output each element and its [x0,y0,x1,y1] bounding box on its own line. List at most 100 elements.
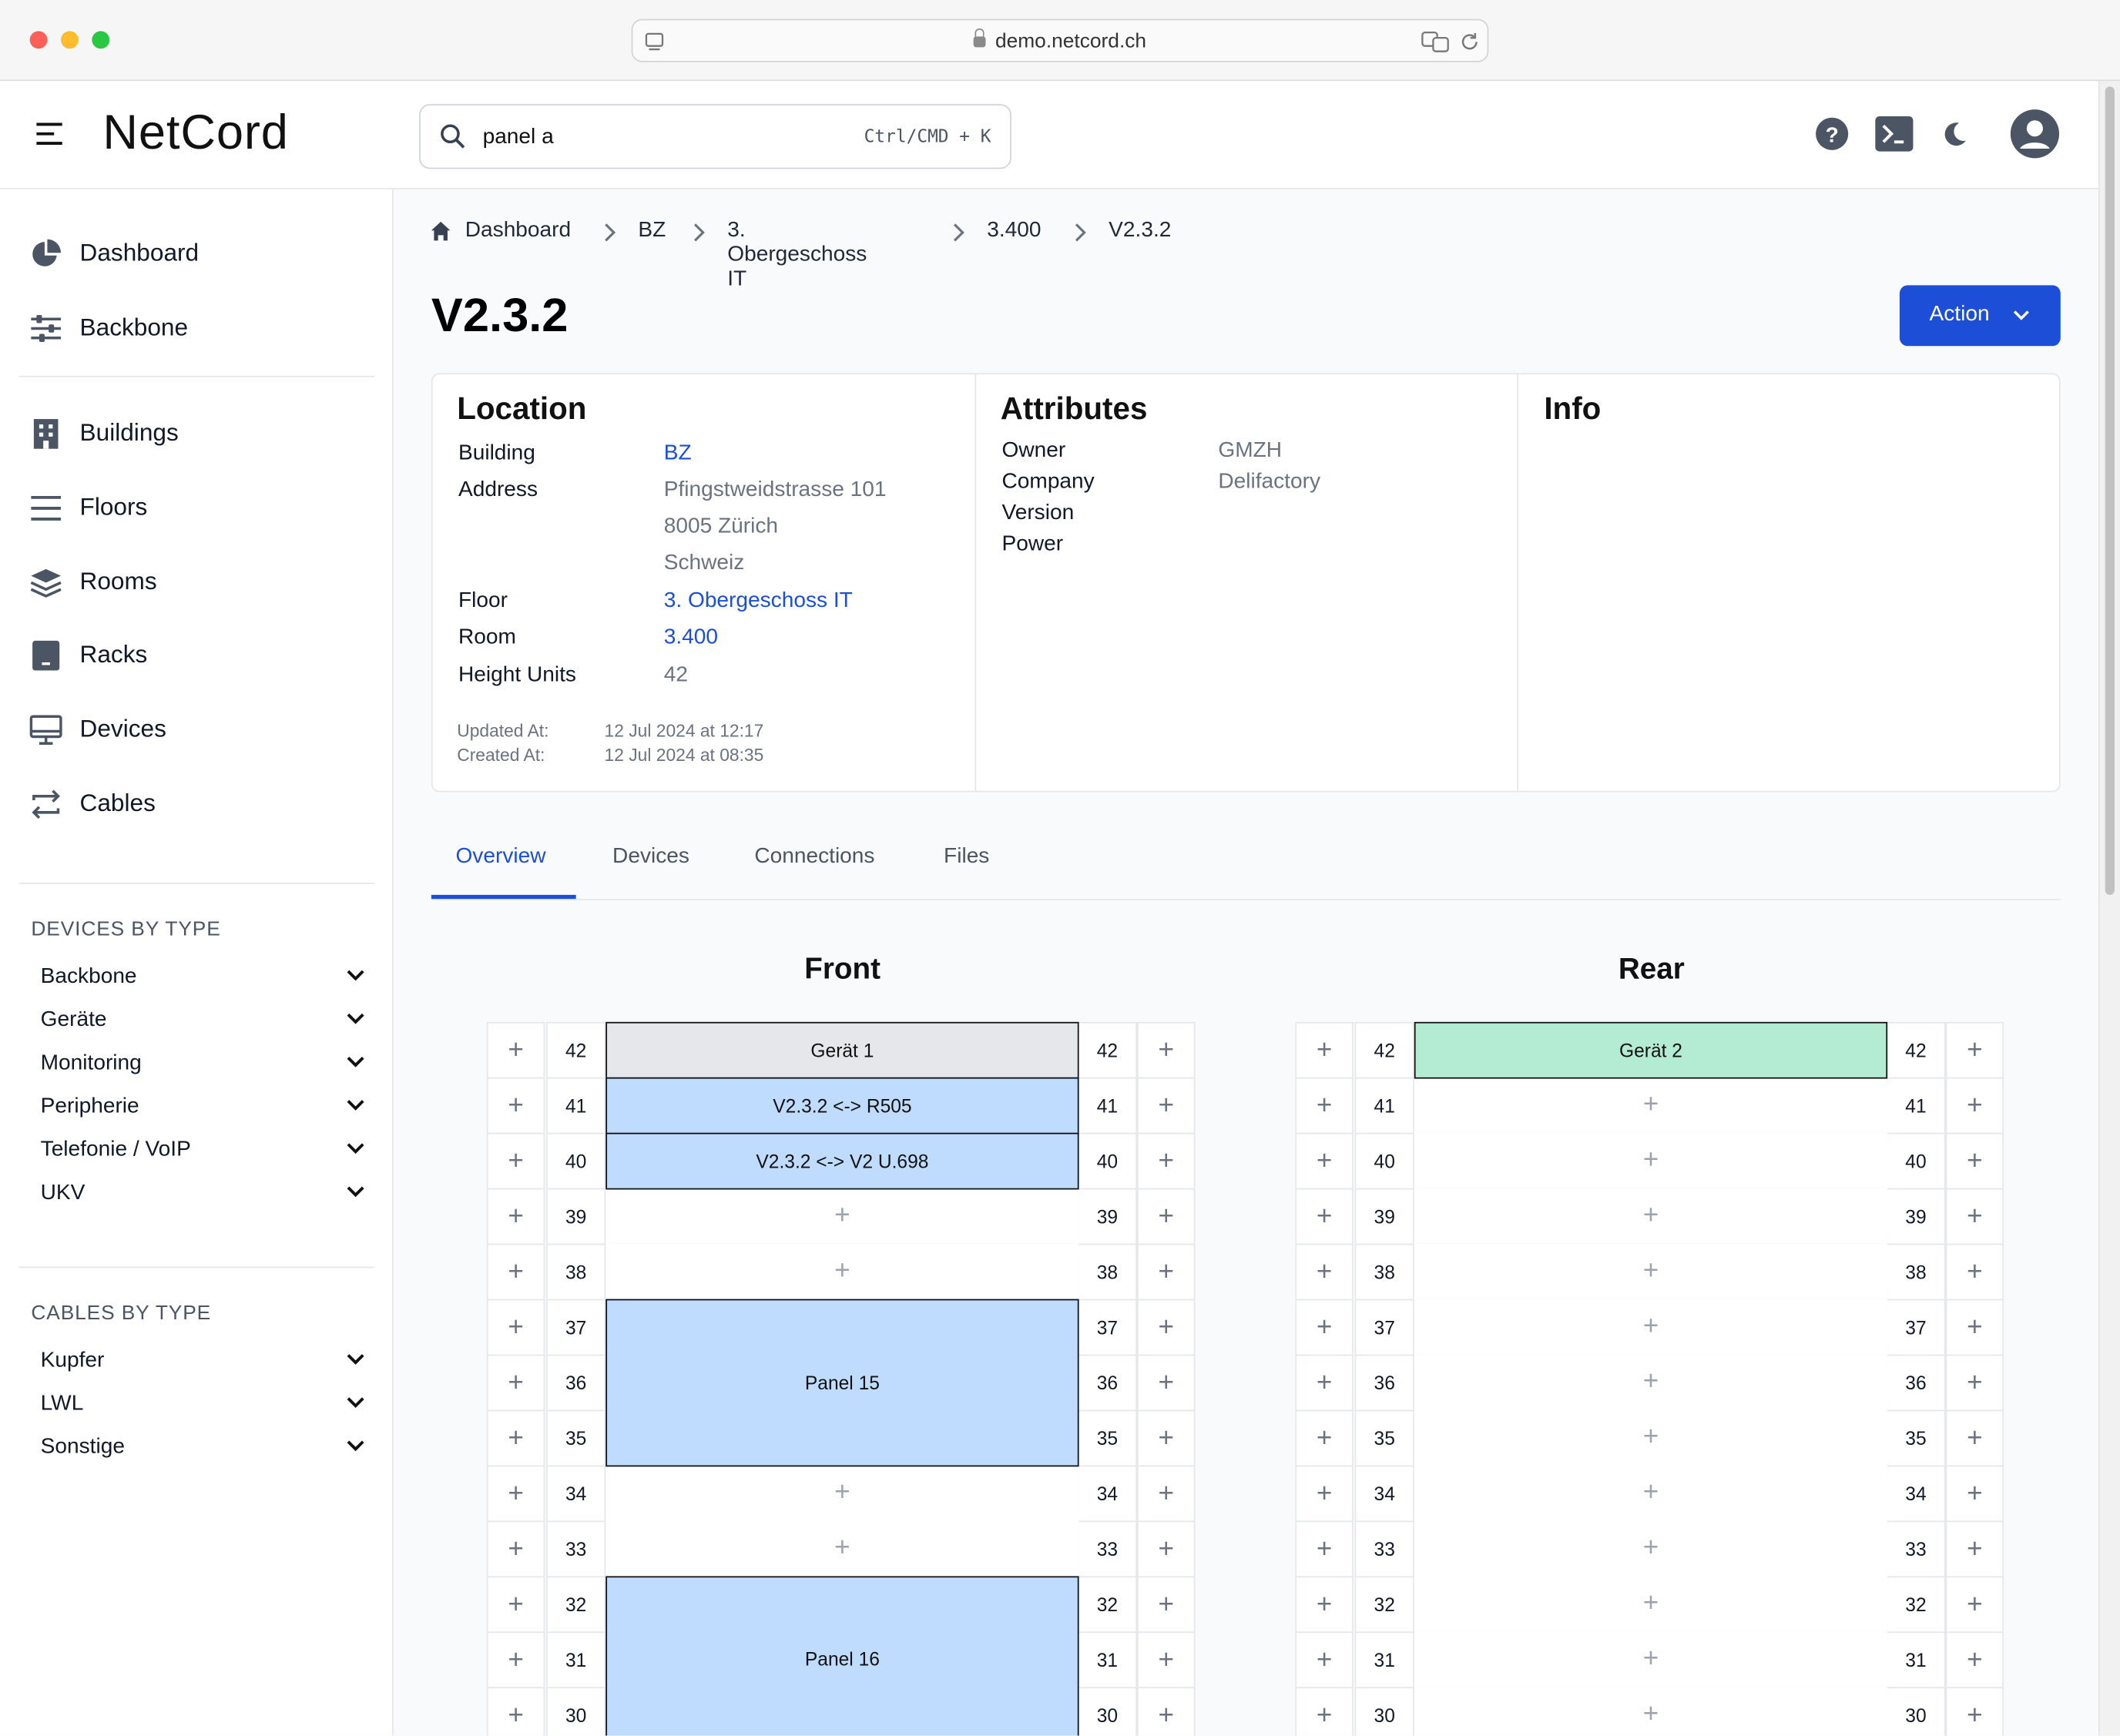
zoom-window-button[interactable] [92,31,110,49]
terminal-icon[interactable] [1874,115,1915,152]
sidebar-item-buildings[interactable]: Buildings [30,414,368,454]
search-input[interactable]: panel a Ctrl/CMD + K [419,104,1011,169]
tab-files[interactable]: Files [944,844,990,868]
add-unit-button[interactable]: + [1137,1299,1196,1356]
add-unit-button[interactable]: + [1137,1631,1196,1689]
add-unit-button[interactable]: + [1137,1409,1196,1467]
add-unit-button[interactable]: + [1137,1576,1196,1634]
empty-slot-add-button[interactable]: + [1414,1465,1888,1523]
device-category[interactable]: Telefonie / VoIP [41,1135,365,1168]
add-unit-button[interactable]: + [486,1132,545,1190]
add-unit-button[interactable]: + [1295,1354,1354,1412]
add-unit-button[interactable]: + [1295,1299,1354,1356]
add-unit-button[interactable]: + [1137,1021,1196,1079]
add-unit-button[interactable]: + [1295,1576,1354,1634]
add-unit-button[interactable]: + [1945,1188,2004,1245]
breadcrumb-dashboard[interactable]: Dashboard [465,219,572,243]
add-unit-button[interactable]: + [1945,1243,2004,1301]
add-unit-button[interactable]: + [1945,1299,2004,1356]
add-unit-button[interactable]: + [486,1687,545,1736]
minimize-window-button[interactable] [60,31,79,49]
device-category[interactable]: Backbone [41,963,365,995]
empty-slot-add-button[interactable]: + [1414,1520,1888,1578]
translate-icon[interactable] [1421,30,1451,55]
close-window-button[interactable] [29,31,48,49]
add-unit-button[interactable]: + [486,1576,545,1634]
add-unit-button[interactable]: + [486,1631,545,1689]
add-unit-button[interactable]: + [1295,1631,1354,1689]
add-unit-button[interactable]: + [1137,1354,1196,1412]
rack-device[interactable]: V2.3.2 <-> V2 U.698 [605,1132,1079,1190]
empty-slot-add-button[interactable]: + [1414,1243,1888,1301]
sidebar-item-rooms[interactable]: Rooms [30,562,368,603]
address-bar[interactable]: demo.netcord.ch [631,18,1489,62]
add-unit-button[interactable]: + [486,1409,545,1467]
sidebar-item-cables[interactable]: Cables [30,784,368,825]
empty-slot-add-button[interactable]: + [1414,1299,1888,1356]
reload-icon[interactable] [1459,31,1481,52]
cable-category[interactable]: Kupfer [41,1346,365,1379]
add-unit-button[interactable]: + [1137,1188,1196,1245]
rack-device[interactable]: Panel 15 [605,1299,1079,1467]
add-unit-button[interactable]: + [486,1520,545,1578]
rack-device[interactable]: Gerät 1 [605,1021,1079,1079]
sidebar-item-floors[interactable]: Floors [30,488,368,529]
add-unit-button[interactable]: + [1295,1243,1354,1301]
add-unit-button[interactable]: + [1137,1465,1196,1523]
empty-slot-add-button[interactable]: + [1414,1077,1888,1134]
dark-mode-icon[interactable] [1939,119,1969,149]
breadcrumb-building[interactable]: BZ [638,219,666,243]
add-unit-button[interactable]: + [1295,1687,1354,1736]
add-unit-button[interactable]: + [1137,1520,1196,1578]
scrollbar[interactable] [2098,81,2120,1736]
tab-overview[interactable]: Overview [455,844,546,868]
building-link[interactable]: BZ [663,441,692,465]
empty-slot-add-button[interactable]: + [605,1520,1079,1578]
cable-category[interactable]: Sonstige [41,1433,365,1465]
tab-connections[interactable]: Connections [754,844,875,868]
scrollbar-thumb[interactable] [2105,86,2115,895]
sidebar-toggle-icon[interactable] [643,31,665,52]
add-unit-button[interactable]: + [1945,1631,2004,1689]
empty-slot-add-button[interactable]: + [1414,1188,1888,1245]
add-unit-button[interactable]: + [486,1188,545,1245]
add-unit-button[interactable]: + [1945,1132,2004,1190]
device-category[interactable]: Peripherie [41,1092,365,1124]
rack-device[interactable]: Panel 16 [605,1576,1079,1736]
add-unit-button[interactable]: + [1137,1132,1196,1190]
empty-slot-add-button[interactable]: + [1414,1576,1888,1634]
add-unit-button[interactable]: + [486,1243,545,1301]
room-link[interactable]: 3.400 [663,625,719,649]
add-unit-button[interactable]: + [486,1077,545,1134]
sidebar-item-racks[interactable]: Racks [30,635,368,676]
add-unit-button[interactable]: + [1945,1354,2004,1412]
add-unit-button[interactable]: + [486,1021,545,1079]
add-unit-button[interactable]: + [1137,1687,1196,1736]
user-avatar-icon[interactable] [2009,108,2061,159]
add-unit-button[interactable]: + [486,1465,545,1523]
add-unit-button[interactable]: + [1945,1520,2004,1578]
device-category[interactable]: UKV [41,1178,365,1211]
cable-category[interactable]: LWL [41,1389,365,1422]
device-category[interactable]: Monitoring [41,1049,365,1081]
empty-slot-add-button[interactable]: + [1414,1132,1888,1190]
action-dropdown-button[interactable]: Action [1899,285,2061,347]
device-category[interactable]: Geräte [41,1006,365,1038]
empty-slot-add-button[interactable]: + [1414,1631,1888,1689]
help-icon[interactable]: ? [1814,116,1850,152]
add-unit-button[interactable]: + [1295,1520,1354,1578]
add-unit-button[interactable]: + [1137,1243,1196,1301]
add-unit-button[interactable]: + [1945,1576,2004,1634]
app-logo[interactable]: NetCord [102,104,289,160]
add-unit-button[interactable]: + [1945,1077,2004,1134]
empty-slot-add-button[interactable]: + [1414,1409,1888,1467]
empty-slot-add-button[interactable]: + [605,1465,1079,1523]
empty-slot-add-button[interactable]: + [1414,1687,1888,1736]
add-unit-button[interactable]: + [1295,1409,1354,1467]
add-unit-button[interactable]: + [1295,1132,1354,1190]
home-icon[interactable] [430,220,451,242]
sidebar-item-backbone[interactable]: Backbone [30,308,368,349]
add-unit-button[interactable]: + [1945,1021,2004,1079]
breadcrumb-floor[interactable]: 3. Obergeschoss IT [727,219,867,291]
add-unit-button[interactable]: + [486,1354,545,1412]
